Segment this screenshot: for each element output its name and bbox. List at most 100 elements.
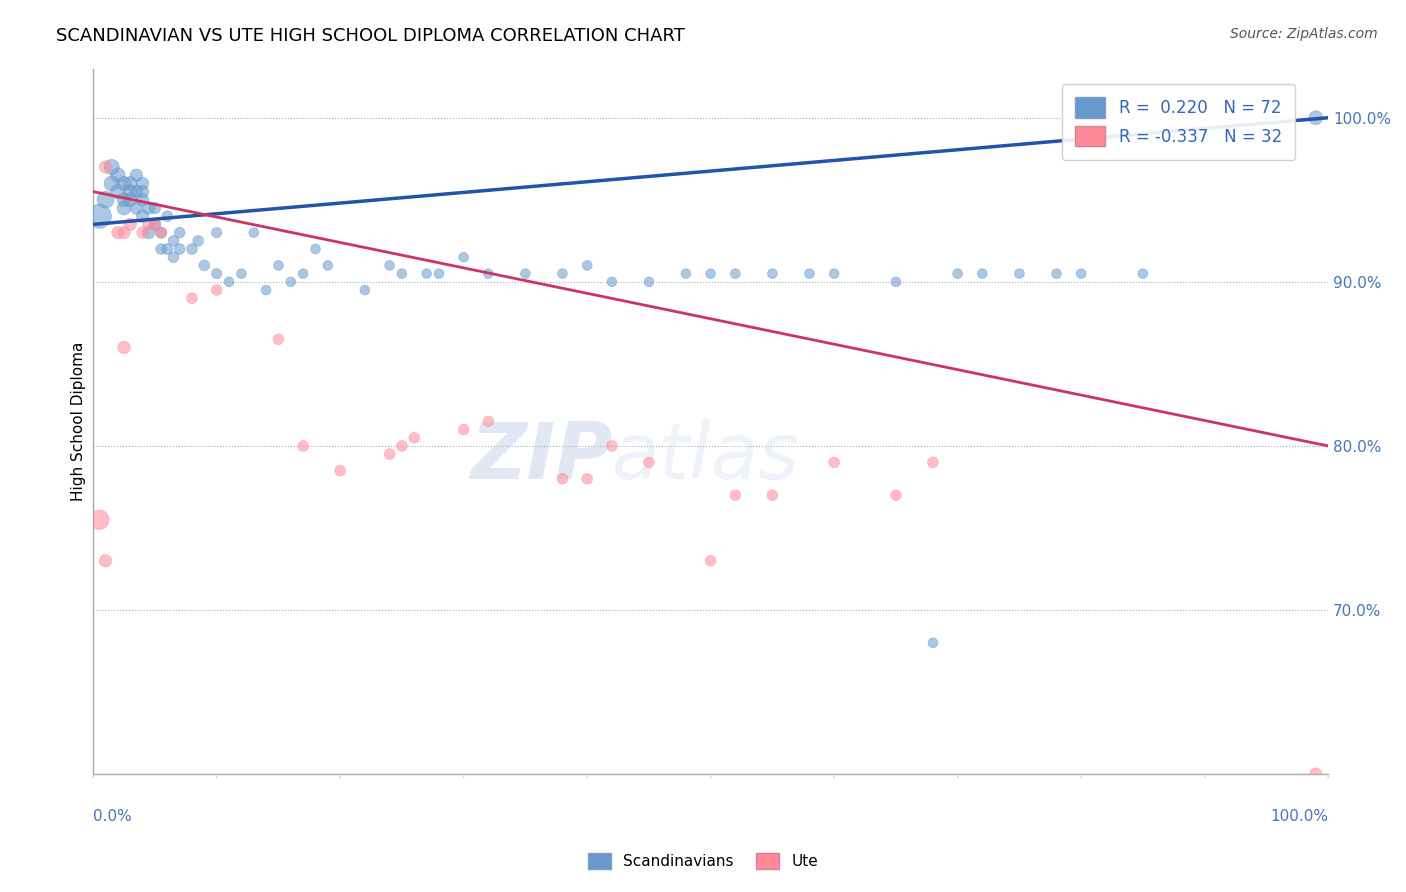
Text: SCANDINAVIAN VS UTE HIGH SCHOOL DIPLOMA CORRELATION CHART: SCANDINAVIAN VS UTE HIGH SCHOOL DIPLOMA … bbox=[56, 27, 685, 45]
Point bbox=[600, 275, 623, 289]
Y-axis label: High School Diploma: High School Diploma bbox=[72, 342, 86, 501]
Point bbox=[181, 291, 204, 305]
Point bbox=[150, 226, 173, 240]
Text: Source: ZipAtlas.com: Source: ZipAtlas.com bbox=[1230, 27, 1378, 41]
Point bbox=[354, 283, 377, 297]
Point bbox=[112, 226, 135, 240]
Point bbox=[107, 168, 129, 182]
Point bbox=[107, 226, 129, 240]
Point bbox=[724, 488, 747, 502]
Point bbox=[477, 414, 499, 428]
Point bbox=[292, 439, 315, 453]
Point bbox=[125, 168, 148, 182]
Point bbox=[1305, 767, 1327, 781]
Point bbox=[576, 259, 599, 273]
Point bbox=[205, 226, 228, 240]
Point bbox=[131, 226, 153, 240]
Point bbox=[1132, 267, 1154, 281]
Legend: Scandinavians, Ute: Scandinavians, Ute bbox=[582, 847, 824, 875]
Point bbox=[477, 267, 499, 281]
Point bbox=[138, 218, 160, 232]
Point bbox=[156, 209, 179, 223]
Point bbox=[576, 472, 599, 486]
Point bbox=[823, 267, 845, 281]
Point bbox=[120, 218, 142, 232]
Point bbox=[150, 226, 173, 240]
Point bbox=[638, 455, 661, 469]
Point bbox=[254, 283, 277, 297]
Point bbox=[120, 185, 142, 199]
Point bbox=[112, 193, 135, 207]
Point bbox=[675, 267, 697, 281]
Point bbox=[292, 267, 315, 281]
Point bbox=[138, 201, 160, 215]
Point bbox=[131, 193, 153, 207]
Point bbox=[699, 267, 721, 281]
Point bbox=[1070, 267, 1092, 281]
Point bbox=[972, 267, 994, 281]
Point bbox=[205, 267, 228, 281]
Point bbox=[515, 267, 537, 281]
Text: ZIP: ZIP bbox=[470, 418, 612, 494]
Point bbox=[112, 177, 135, 191]
Point bbox=[181, 242, 204, 256]
Point bbox=[724, 267, 747, 281]
Point bbox=[131, 209, 153, 223]
Point bbox=[112, 201, 135, 215]
Text: 100.0%: 100.0% bbox=[1270, 809, 1329, 824]
Point bbox=[922, 636, 945, 650]
Point bbox=[89, 513, 111, 527]
Point bbox=[761, 488, 783, 502]
Point bbox=[120, 177, 142, 191]
Point bbox=[884, 275, 907, 289]
Point bbox=[100, 160, 122, 174]
Point bbox=[551, 267, 574, 281]
Point bbox=[304, 242, 326, 256]
Point bbox=[316, 259, 339, 273]
Point bbox=[242, 226, 264, 240]
Point bbox=[884, 488, 907, 502]
Point bbox=[922, 455, 945, 469]
Point bbox=[169, 226, 191, 240]
Point bbox=[453, 423, 475, 437]
Point bbox=[231, 267, 253, 281]
Point bbox=[131, 185, 153, 199]
Point bbox=[94, 554, 117, 568]
Point bbox=[143, 218, 166, 232]
Point bbox=[94, 193, 117, 207]
Point bbox=[280, 275, 302, 289]
Point bbox=[143, 201, 166, 215]
Point bbox=[391, 267, 413, 281]
Point bbox=[946, 267, 969, 281]
Point bbox=[162, 250, 184, 264]
Legend: R =  0.220   N = 72, R = -0.337   N = 32: R = 0.220 N = 72, R = -0.337 N = 32 bbox=[1062, 84, 1295, 160]
Point bbox=[112, 341, 135, 355]
Point bbox=[551, 472, 574, 486]
Point bbox=[415, 267, 437, 281]
Point bbox=[823, 455, 845, 469]
Point bbox=[143, 218, 166, 232]
Point bbox=[404, 431, 426, 445]
Point bbox=[125, 185, 148, 199]
Point bbox=[156, 242, 179, 256]
Point bbox=[107, 185, 129, 199]
Point bbox=[120, 193, 142, 207]
Text: 0.0%: 0.0% bbox=[93, 809, 132, 824]
Point bbox=[218, 275, 240, 289]
Point bbox=[138, 226, 160, 240]
Point bbox=[1305, 111, 1327, 125]
Point bbox=[600, 439, 623, 453]
Point bbox=[131, 177, 153, 191]
Point bbox=[193, 259, 215, 273]
Point bbox=[1045, 267, 1067, 281]
Point bbox=[1008, 267, 1031, 281]
Point bbox=[453, 250, 475, 264]
Point bbox=[699, 554, 721, 568]
Point bbox=[378, 447, 401, 461]
Point bbox=[89, 209, 111, 223]
Point bbox=[799, 267, 821, 281]
Text: atlas: atlas bbox=[612, 418, 800, 494]
Point bbox=[329, 464, 352, 478]
Point bbox=[427, 267, 450, 281]
Point bbox=[638, 275, 661, 289]
